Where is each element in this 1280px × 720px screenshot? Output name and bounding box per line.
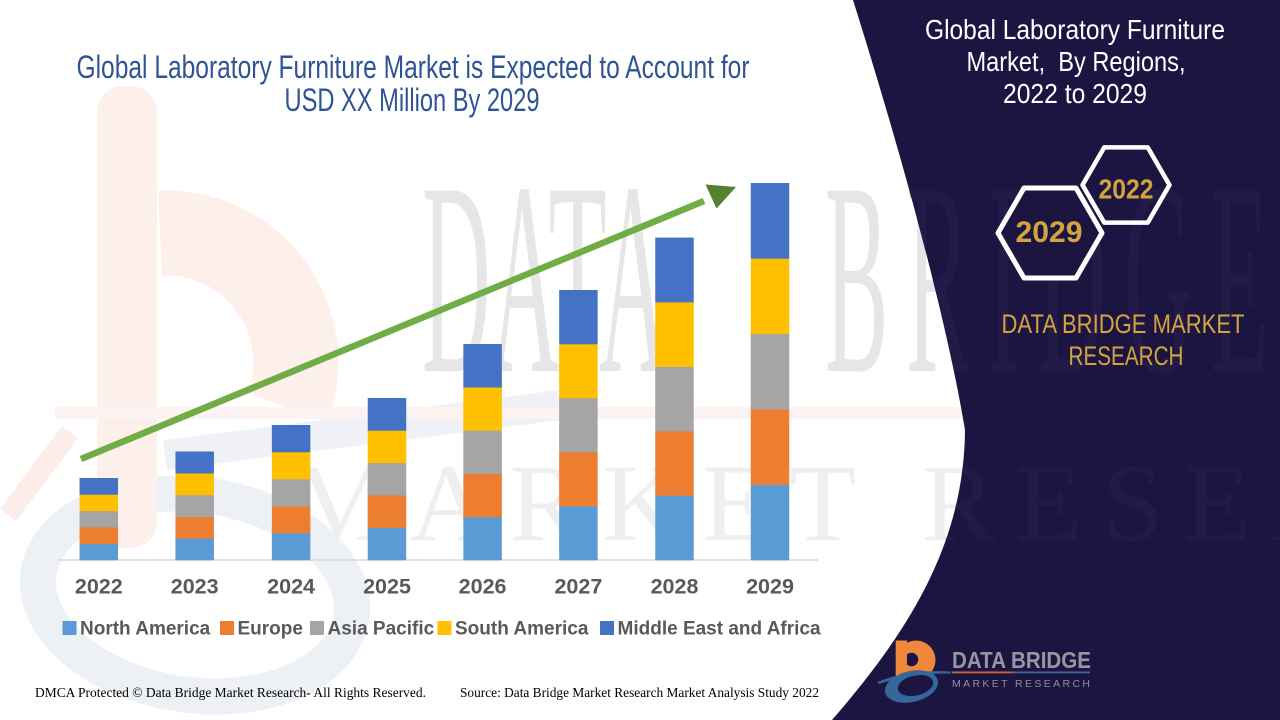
svg-text:2029: 2029 [746,575,794,599]
svg-text:Global Laboratory Furniture: Global Laboratory Furniture [925,14,1225,45]
svg-text:DATA BRIDGE: DATA BRIDGE [952,647,1091,673]
svg-text:Global Laboratory Furniture Ma: Global Laboratory Furniture Market is Ex… [77,49,750,85]
svg-text:2027: 2027 [554,575,602,599]
svg-text:North America: North America [80,619,211,640]
svg-text:2022: 2022 [1099,174,1154,205]
svg-text:Market, By Regions,: Market, By Regions, [967,46,1186,77]
svg-text:Asia Pacific: Asia Pacific [328,619,435,640]
svg-text:USD XX Million By 2029: USD XX Million By 2029 [285,82,540,118]
svg-text:2029: 2029 [1016,216,1083,249]
svg-text:South America: South America [455,619,589,640]
svg-text:Middle East and Africa: Middle East and Africa [618,619,821,640]
svg-text:Source: Data Bridge Market Res: Source: Data Bridge Market Research Mark… [460,685,819,700]
svg-text:DATA BRIDGE MARKET: DATA BRIDGE MARKET [1002,309,1245,339]
svg-text:2022: 2022 [75,575,123,599]
svg-text:MARKET RESEARCH: MARKET RESEARCH [952,678,1090,690]
svg-text:2023: 2023 [171,575,219,599]
svg-text:Europe: Europe [238,619,303,640]
svg-text:2024: 2024 [267,575,315,599]
svg-text:2028: 2028 [651,575,699,599]
svg-text:2022 to 2029: 2022 to 2029 [1003,78,1147,109]
svg-text:DATA: DATA [422,125,668,431]
svg-text:RESEARCH: RESEARCH [1069,341,1184,371]
svg-text:2025: 2025 [363,575,411,599]
svg-text:2026: 2026 [459,575,507,599]
svg-text:DMCA Protected © Data Bridge M: DMCA Protected © Data Bridge Market Rese… [35,685,426,700]
